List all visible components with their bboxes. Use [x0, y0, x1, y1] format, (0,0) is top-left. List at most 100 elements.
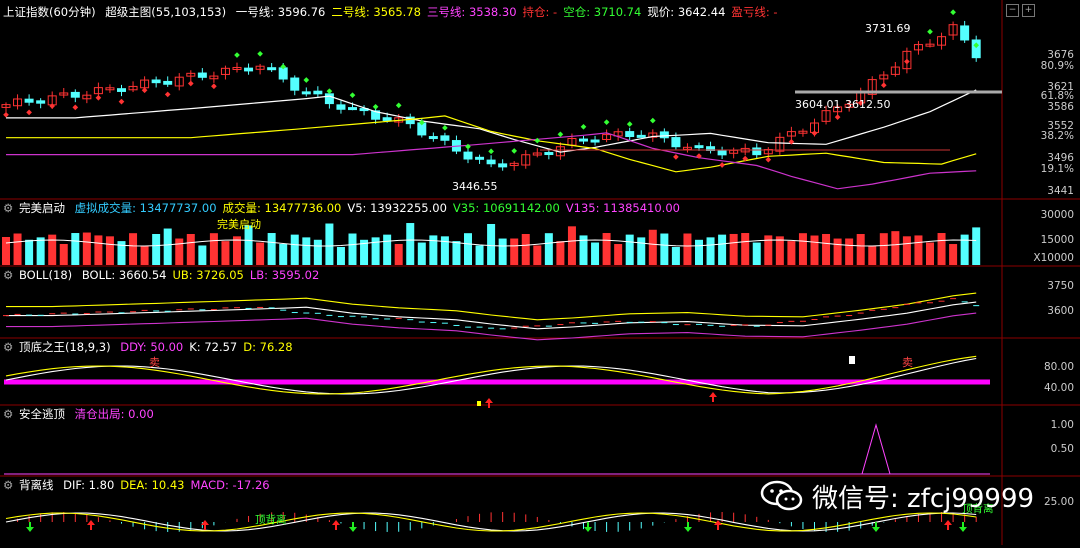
- volume-bar: [2, 237, 10, 265]
- volume-bar: [440, 236, 449, 265]
- sell-arrow: [684, 522, 692, 532]
- sell-signal-2: 卖: [902, 356, 913, 369]
- volume-bar: [452, 241, 461, 265]
- candle: [902, 50, 912, 70]
- candle: [579, 138, 588, 142]
- symbol-name[interactable]: 上证指数(60分钟): [3, 5, 96, 19]
- volume-indicator-name[interactable]: 完美启动: [19, 201, 65, 215]
- candle: [70, 91, 80, 98]
- candle: [613, 131, 623, 137]
- kdj-indicator-name[interactable]: 顶底之王(18,9,3): [19, 340, 111, 354]
- volume-bar: [498, 238, 507, 265]
- stop-dot: [418, 119, 425, 126]
- stop-dot: [950, 9, 956, 16]
- stop-dot: [927, 28, 933, 35]
- volume-bar: [360, 239, 369, 265]
- settings-icon[interactable]: ⚙: [3, 268, 14, 282]
- candle: [948, 24, 958, 36]
- kdj-header: ⚙ 顶底之王(18,9,3) DDY: 50.00 K: 72.57 D: 76.28: [3, 340, 305, 354]
- volume-bar: [71, 233, 80, 265]
- settings-icon[interactable]: ⚙: [3, 340, 14, 354]
- volume-bar: [856, 234, 865, 265]
- candle: [313, 90, 323, 95]
- buy-arrow: [944, 520, 952, 530]
- escape-header: ⚙ 安全逃顶 清仓出局: 0.00: [3, 407, 166, 421]
- stop-dot: [511, 148, 518, 154]
- volume-bar: [625, 234, 634, 265]
- macd-indicator-name[interactable]: 背离线: [19, 478, 54, 492]
- stop-dot: [719, 162, 725, 168]
- candle: [532, 152, 542, 156]
- volume-bar: [729, 233, 738, 265]
- volume-bar: [752, 242, 761, 265]
- candle: [625, 131, 635, 138]
- sell-marker: [849, 356, 855, 364]
- candle: [1, 104, 11, 108]
- boll-indicator-name[interactable]: BOLL(18): [19, 268, 73, 282]
- buy-arrow: [709, 392, 717, 402]
- volume-bar: [279, 244, 288, 265]
- settings-icon[interactable]: ⚙: [3, 478, 14, 492]
- stop-dot: [626, 121, 633, 127]
- stop-dot: [95, 94, 102, 101]
- volume-bar: [544, 233, 553, 265]
- candle: [648, 132, 658, 138]
- candle: [24, 98, 34, 103]
- main-axis-label: 19.1%: [1041, 163, 1074, 175]
- main-axis-label: 61.8%: [1041, 90, 1074, 102]
- candle: [913, 44, 923, 51]
- stop-dot: [603, 119, 610, 125]
- volume-bar: [706, 237, 715, 265]
- volume-bar: [914, 235, 923, 265]
- candle: [509, 162, 519, 167]
- escape-axis-label: 0.50: [1051, 443, 1074, 455]
- buy-arrow: [714, 520, 722, 530]
- candle: [209, 75, 219, 80]
- kdj-axis-label: 80.00: [1044, 361, 1074, 373]
- stop-dot: [141, 87, 148, 94]
- stop-dot: [234, 52, 240, 58]
- volume-bar: [267, 233, 276, 265]
- candle: [105, 87, 115, 91]
- main-axis-label: 3441: [1047, 185, 1074, 197]
- volume-bar: [648, 229, 657, 265]
- vol-axis-label: X10000: [1033, 252, 1074, 264]
- sell-arrow: [26, 522, 34, 532]
- macd-axis-label: 25.00: [1044, 496, 1074, 508]
- indicator-name[interactable]: 超级主图(55,103,153): [105, 5, 227, 19]
- stop-dot: [442, 125, 448, 131]
- volume-bar: [937, 233, 946, 265]
- sell-arrow: [872, 522, 880, 532]
- vol-value-2: V5: 13932255.00: [347, 201, 447, 215]
- volume-bar: [371, 237, 380, 265]
- zoom-out-button[interactable]: −: [1006, 4, 1019, 17]
- settings-icon[interactable]: ⚙: [3, 201, 14, 215]
- candle: [255, 65, 265, 70]
- stop-dot: [465, 143, 471, 150]
- candle: [752, 147, 762, 156]
- escape-indicator-name[interactable]: 安全逃顶: [19, 407, 65, 421]
- stop-dot: [811, 130, 818, 137]
- dea-line: [5, 512, 977, 532]
- candle: [348, 107, 357, 111]
- stop-dot: [649, 117, 656, 124]
- settings-icon[interactable]: ⚙: [3, 407, 14, 421]
- main-value-4: 空仓: 3710.74: [563, 5, 642, 19]
- escape-value-0: 清仓出局: 0.00: [74, 407, 154, 421]
- volume-bar: [336, 246, 345, 265]
- wechat-icon: [760, 480, 803, 511]
- stop-dot: [973, 42, 980, 49]
- volume-bar: [602, 233, 611, 265]
- volume-bar: [798, 233, 807, 265]
- volume-bar: [949, 244, 958, 265]
- zoom-in-button[interactable]: +: [1022, 4, 1035, 17]
- stop-dot: [118, 98, 125, 105]
- candle: [671, 137, 681, 148]
- volume-bar: [787, 241, 796, 265]
- volume-bar: [510, 238, 519, 265]
- stop-dot: [580, 123, 587, 130]
- d-line: [5, 355, 977, 395]
- volume-bar: [417, 242, 426, 265]
